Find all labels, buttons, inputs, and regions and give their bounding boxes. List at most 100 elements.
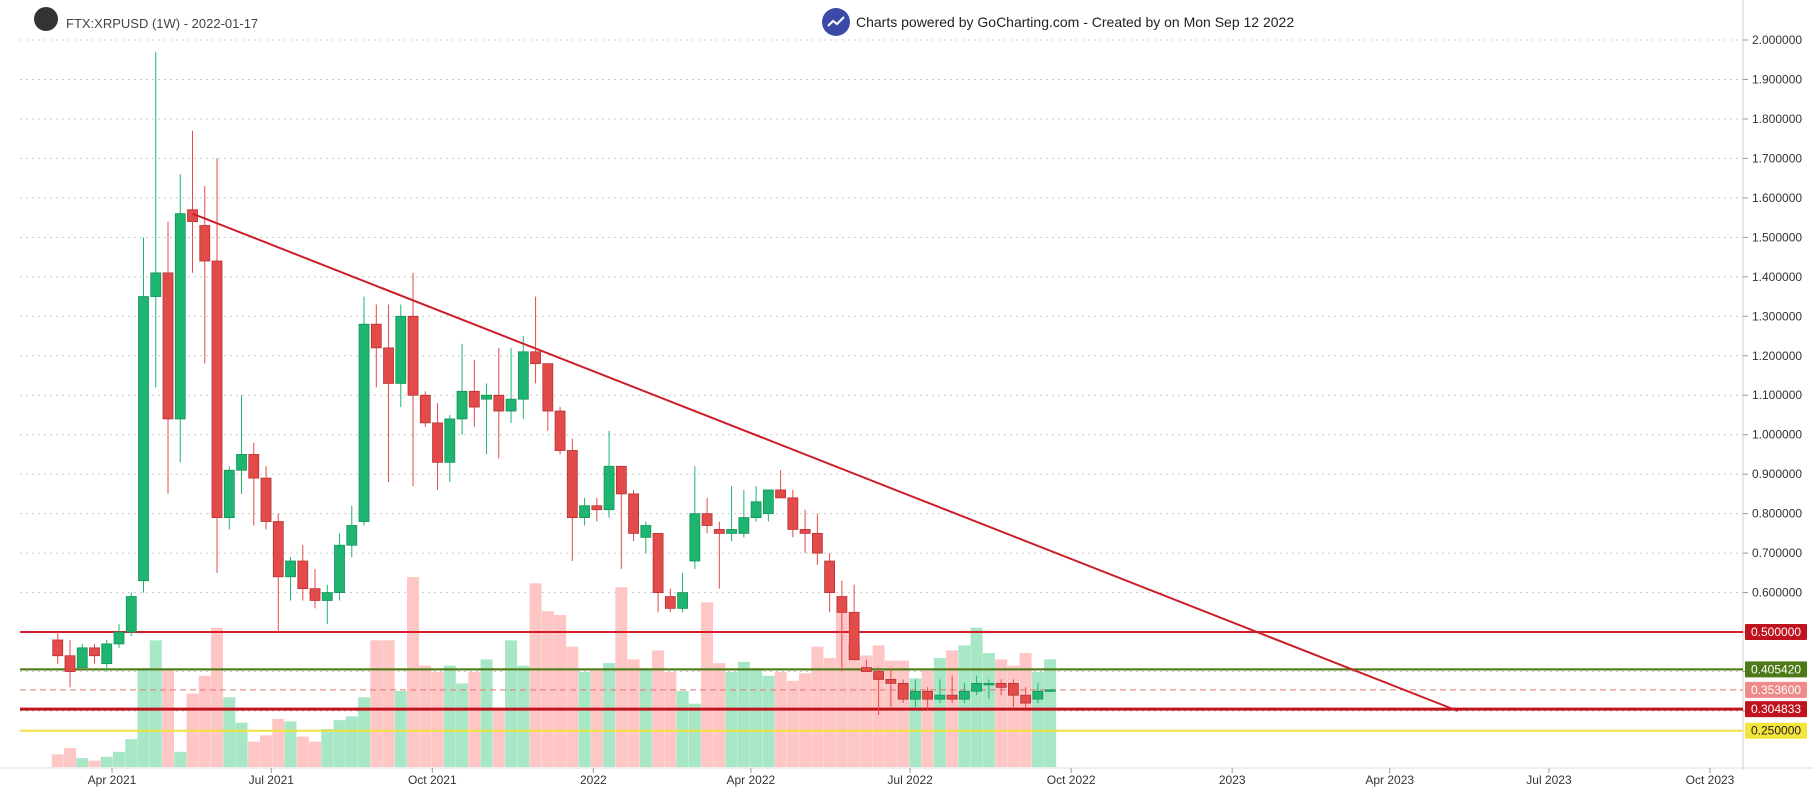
candle bbox=[52, 632, 64, 664]
candle bbox=[566, 438, 578, 562]
volume-bar bbox=[958, 645, 971, 767]
time-tick-label: Oct 2023 bbox=[1686, 773, 1735, 787]
candle bbox=[395, 304, 407, 408]
volume-bar bbox=[970, 627, 983, 767]
candle bbox=[922, 687, 934, 711]
candle bbox=[811, 513, 823, 565]
volume-bars bbox=[51, 577, 1057, 767]
volume-bar bbox=[358, 697, 371, 767]
candle bbox=[677, 572, 688, 613]
candle bbox=[554, 407, 566, 455]
candle bbox=[309, 568, 321, 609]
candle-body bbox=[1007, 682, 1019, 696]
candle bbox=[138, 237, 149, 593]
candle bbox=[530, 296, 541, 384]
candle-body bbox=[958, 690, 970, 700]
time-tick-label: 2023 bbox=[1219, 773, 1246, 787]
volume-bar bbox=[786, 680, 799, 767]
volume-bar bbox=[578, 672, 591, 767]
candle bbox=[628, 489, 639, 542]
candle-body bbox=[713, 529, 725, 534]
volume-bar bbox=[737, 661, 750, 767]
price-level-badge-label: 0.500000 bbox=[1751, 625, 1801, 639]
candle bbox=[652, 532, 664, 613]
candle-body bbox=[211, 260, 223, 518]
candle-body bbox=[407, 315, 419, 396]
volume-bar bbox=[51, 754, 64, 767]
price-tick-label: 1.700000 bbox=[1752, 151, 1802, 165]
price-tick-label: 1.600000 bbox=[1752, 191, 1802, 205]
volume-bar bbox=[394, 691, 407, 767]
time-tick-label: Jul 2022 bbox=[887, 773, 933, 787]
candle bbox=[713, 521, 725, 589]
candle-body bbox=[909, 690, 921, 700]
candle bbox=[150, 51, 162, 388]
time-tick-label: Jul 2023 bbox=[1526, 773, 1572, 787]
candle bbox=[1007, 679, 1019, 708]
candle bbox=[971, 675, 983, 696]
candle-body bbox=[321, 592, 333, 601]
candle-body bbox=[1044, 689, 1056, 692]
candle bbox=[738, 489, 750, 538]
volume-bar bbox=[933, 658, 946, 767]
volume-bar bbox=[750, 668, 763, 767]
volume-bar bbox=[615, 587, 628, 767]
candle bbox=[113, 624, 125, 648]
candle bbox=[76, 643, 88, 668]
volume-bar bbox=[811, 646, 824, 767]
descending-trendline bbox=[192, 212, 1459, 712]
candle bbox=[468, 359, 480, 427]
candle bbox=[995, 679, 1007, 696]
price-tick-label: 1.400000 bbox=[1752, 270, 1802, 284]
price-level-badges: 0.500000 0.405420 0.353600 0.304833 0.250000 bbox=[1745, 624, 1807, 739]
candle bbox=[187, 130, 198, 273]
candle bbox=[885, 667, 897, 708]
volume-bar bbox=[260, 735, 273, 767]
volume-bar bbox=[431, 672, 444, 767]
price-level-badge-label: 0.250000 bbox=[1751, 724, 1801, 738]
price-level-badge-bg bbox=[1745, 624, 1807, 641]
candle bbox=[701, 497, 713, 534]
candle bbox=[419, 391, 431, 427]
candle bbox=[272, 513, 284, 633]
candle bbox=[848, 584, 860, 661]
candle-body bbox=[493, 394, 505, 412]
time-tick-label: 2022 bbox=[580, 773, 607, 787]
price-tick-label: 0.700000 bbox=[1752, 546, 1802, 560]
candle-body bbox=[334, 544, 345, 593]
volume-bar bbox=[897, 660, 910, 767]
candle-body bbox=[358, 323, 370, 522]
volume-bar bbox=[247, 741, 260, 767]
volume-bar bbox=[456, 683, 469, 767]
volume-bar bbox=[995, 659, 1008, 767]
candle bbox=[836, 580, 848, 672]
candle-body bbox=[811, 532, 823, 554]
time-tick-label: Jul 2021 bbox=[249, 773, 295, 787]
price-level-badge-bg bbox=[1745, 722, 1807, 739]
price-level-badge-label: 0.405420 bbox=[1751, 662, 1801, 676]
candle-body bbox=[640, 525, 652, 538]
candle-body bbox=[652, 532, 664, 593]
candle-body bbox=[848, 611, 860, 661]
candle-body bbox=[603, 465, 615, 511]
candle bbox=[236, 395, 247, 494]
volume-bar bbox=[566, 646, 579, 767]
candle bbox=[174, 174, 186, 463]
candle bbox=[432, 403, 443, 490]
candle-body bbox=[199, 225, 211, 262]
candle-body bbox=[1032, 690, 1044, 700]
volume-bar bbox=[823, 658, 836, 767]
candle bbox=[726, 486, 737, 542]
volume-bar bbox=[76, 758, 89, 767]
volume-bar bbox=[63, 748, 76, 767]
candle-body bbox=[236, 454, 247, 471]
candle bbox=[162, 221, 174, 494]
candle-body bbox=[162, 272, 174, 420]
candle-body bbox=[726, 529, 737, 534]
candle bbox=[358, 296, 370, 526]
volume-bar bbox=[125, 739, 138, 767]
candle-body bbox=[995, 682, 1007, 688]
candle bbox=[762, 489, 774, 522]
